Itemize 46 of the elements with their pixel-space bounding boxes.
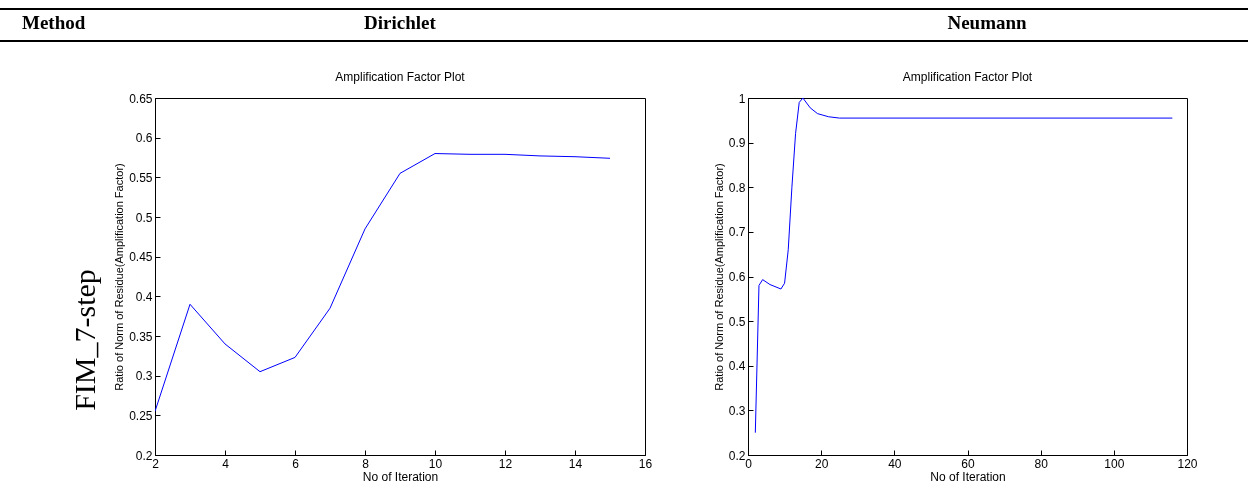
y-tick-label: 0.3: [135, 369, 153, 384]
y-tick-label: 0.65: [129, 91, 153, 106]
line-series: [754, 98, 1173, 434]
y-tick-label: 0.55: [129, 170, 153, 185]
x-tick-label: 2: [152, 456, 160, 471]
text: Dirichlet: [364, 12, 436, 34]
x-tick-label: 4: [222, 456, 230, 471]
y-tick-label: 0.45: [129, 250, 153, 265]
x-axis-title: No of Iteration: [362, 469, 439, 484]
x-axis-title: No of Iteration: [930, 469, 1006, 484]
chart-title: Amplification Factor Plot: [902, 70, 1033, 84]
y-tick-label: 0.2: [728, 448, 746, 463]
line-series: [155, 153, 611, 412]
x-tick-label: 6: [292, 456, 300, 471]
y-tick-label: 0.5: [135, 210, 153, 225]
text: FIM_7-step: [68, 269, 102, 411]
x-tick-label: 100: [1104, 456, 1125, 471]
y-tick-label: 0.8: [728, 180, 746, 195]
x-tick-label: 16: [638, 456, 653, 471]
y-tick-label: 0.7: [728, 225, 746, 240]
text: Neumann: [947, 12, 1027, 34]
text: Method: [22, 12, 86, 34]
y-tick-label: 0.4: [728, 359, 746, 374]
x-tick-label: 40: [888, 456, 902, 471]
x-tick-label: 120: [1177, 456, 1198, 471]
x-tick-label: 12: [498, 456, 513, 471]
y-tick-label: 0.35: [129, 329, 153, 344]
y-axis-title: Ratio of Norm of Residue(Amplification Factor): [712, 163, 725, 391]
y-tick-label: 0.25: [129, 408, 153, 423]
x-tick-label: 80: [1034, 456, 1049, 471]
x-tick-label: 14: [568, 456, 583, 471]
y-tick-label: 0.6: [728, 270, 746, 284]
chart-title: Amplification Factor Plot: [335, 70, 466, 84]
y-tick-label: 0.4: [135, 289, 153, 304]
x-tick-label: 8: [362, 456, 370, 471]
y-tick-label: 1: [738, 91, 746, 106]
x-tick-label: 20: [814, 456, 829, 471]
x-tick-label: 10: [428, 456, 443, 471]
y-tick-label: 0.6: [135, 131, 153, 146]
y-tick-label: 0.9: [728, 136, 746, 151]
y-tick-label: 0.2: [135, 448, 153, 463]
x-tick-label: 60: [961, 456, 975, 471]
x-tick-label: 0: [745, 456, 753, 471]
y-tick-label: 0.5: [728, 314, 746, 329]
y-tick-label: 0.3: [728, 403, 746, 418]
y-axis-title: Ratio of Norm of Residue(Amplification Factor): [113, 163, 126, 391]
